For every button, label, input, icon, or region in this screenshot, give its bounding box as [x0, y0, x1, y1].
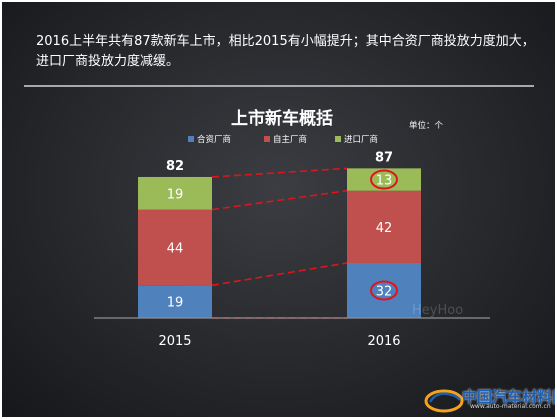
bar-segment [138, 209, 212, 286]
dashed-connector [211, 167, 348, 178]
bar-value-label: 19 [167, 296, 184, 311]
x-tick-label: 2015 [158, 334, 191, 349]
legend-label: 合资厂商 [197, 134, 231, 145]
divider-line [24, 85, 534, 87]
total-label: 82 [166, 159, 184, 174]
unit-label: 单位：个 [409, 120, 444, 131]
legend-swatch [188, 136, 194, 142]
car-logo-icon [424, 389, 464, 413]
x-tick-label: 2016 [367, 334, 400, 349]
chart-title: 上市新车概括 [231, 108, 333, 129]
site-logo: 中国汽车材料网 www.auto-material.com.cn [422, 384, 555, 414]
bar-value-label: 19 [167, 187, 184, 202]
bar-value-label: 44 [167, 241, 184, 256]
value-labels: 19 44 19 82 32 42 13 87 [166, 150, 393, 310]
highlight-circle [370, 280, 398, 301]
bar-segment [347, 262, 421, 318]
bar-value-label: 13 [376, 174, 393, 189]
legend-swatch [335, 136, 341, 142]
bar-segment [347, 190, 421, 263]
bar-segment [138, 285, 212, 318]
bars-group [138, 168, 421, 318]
watermark-text: HeyHoo [412, 303, 464, 318]
dashed-connector [211, 262, 348, 287]
slide-headline: 2016上半年共有87款新车上市，相比2015有小幅提升；其中合资厂商投放力度加… [36, 34, 535, 69]
bar-segment [138, 176, 212, 210]
total-label: 87 [375, 150, 393, 165]
dashed-connector [211, 189, 348, 211]
legend-label: 自主厂商 [273, 134, 307, 145]
logo-name: 中国汽车材料网 [462, 388, 555, 406]
bar-value-label: 32 [376, 284, 393, 299]
legend-label: 进口厂商 [344, 134, 378, 145]
legend: 合资厂商 自主厂商 进口厂商 [188, 134, 378, 145]
bar-segment [347, 168, 421, 191]
legend-swatch [264, 136, 270, 142]
x-tick-labels: 2015 2016 [158, 334, 400, 349]
logo-url: www.auto-material.com.cn [470, 403, 551, 410]
highlight-circle [370, 169, 398, 190]
bar-value-label: 42 [376, 221, 393, 236]
